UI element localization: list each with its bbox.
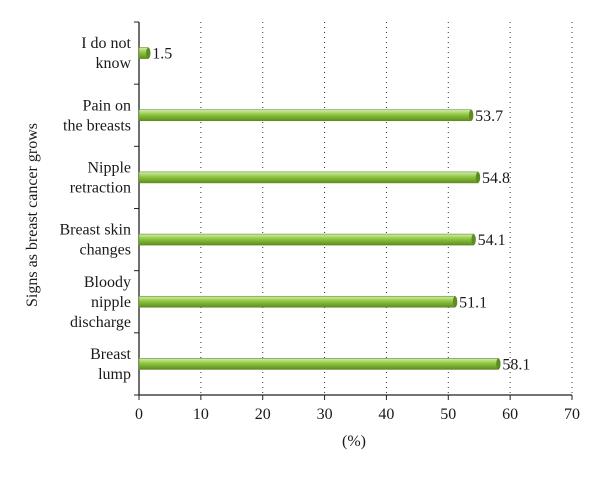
bar-cap xyxy=(452,296,458,308)
category-label-line: know xyxy=(95,55,131,72)
bar-cap xyxy=(468,109,474,121)
category-label-line: Breast skin xyxy=(59,222,131,239)
category-label-line: the breasts xyxy=(63,117,131,134)
bar xyxy=(138,295,456,308)
category-label: Breast lump xyxy=(90,346,131,383)
data-label: 53.7 xyxy=(475,108,503,125)
category-label-line: I do not xyxy=(81,35,131,52)
category-label-line: Pain on xyxy=(83,97,131,114)
category-label-line: discharge xyxy=(70,314,131,331)
bar xyxy=(138,358,499,370)
x-tick-label: 40 xyxy=(378,406,394,423)
category-label: Nipple retraction xyxy=(70,159,131,196)
x-tick-label: 30 xyxy=(317,406,333,423)
data-label: 54.8 xyxy=(482,170,510,187)
data-label: 58.1 xyxy=(502,356,530,373)
x-tick-label: 20 xyxy=(255,406,271,423)
category-label-line: Breast xyxy=(90,346,131,363)
category-label: I do not know xyxy=(81,35,131,72)
x-tick-label: 50 xyxy=(440,406,456,423)
bar-cap xyxy=(146,47,151,59)
x-tick-label: 70 xyxy=(564,406,580,423)
data-label: 1.5 xyxy=(152,46,172,63)
bar xyxy=(138,171,479,184)
bar-cap xyxy=(471,234,476,246)
data-label: 51.1 xyxy=(459,294,487,311)
category-label-line: Nipple xyxy=(87,159,131,176)
bar-cap xyxy=(496,358,501,370)
bar xyxy=(138,233,474,246)
category-label-line: changes xyxy=(79,242,131,259)
bar xyxy=(138,109,472,122)
labels: 0 10 20 30 40 50 60 70 1.5 I do not know 53.7 Pain o… xyxy=(59,35,580,423)
x-axis-title: (%) xyxy=(342,433,366,450)
axes xyxy=(134,21,573,400)
category-label-line: retraction xyxy=(70,179,131,196)
category-label: Pain on the breasts xyxy=(63,97,131,134)
category-label-line: nipple xyxy=(91,294,131,311)
y-axis-title: Signs as breast cancer grows xyxy=(24,123,41,307)
data-label: 54.1 xyxy=(478,232,506,249)
bar-cap xyxy=(475,171,481,183)
grid-lines xyxy=(200,22,573,395)
category-label: Bloody nipple discharge xyxy=(70,274,131,331)
x-tick-label: 0 xyxy=(135,406,143,423)
x-tick-label: 10 xyxy=(193,406,209,423)
bars xyxy=(138,47,501,370)
category-label: Breast skin changes xyxy=(59,222,131,259)
category-label-line: Bloody xyxy=(84,274,131,291)
x-tick-label: 60 xyxy=(502,406,518,423)
category-label-line: lump xyxy=(98,366,131,383)
